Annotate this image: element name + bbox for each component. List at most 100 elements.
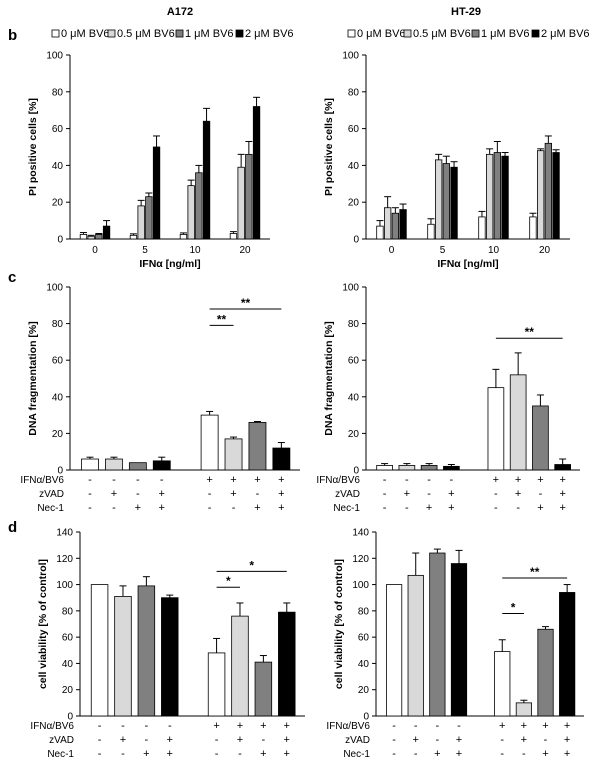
x-tick-label: 20	[239, 245, 251, 256]
treatment-mark: -	[88, 474, 92, 486]
treatment-mark: +	[456, 748, 462, 760]
treatment-mark: -	[427, 488, 431, 500]
y-tick-label: 140	[352, 528, 369, 539]
treatment-mark: +	[515, 488, 521, 500]
legend-swatch	[531, 29, 540, 38]
bar-4	[487, 387, 505, 471]
bar-1	[407, 574, 424, 717]
y-tick-label: 80	[62, 606, 74, 617]
bar-0-0	[79, 233, 88, 240]
bar-0-2	[478, 216, 486, 240]
bar-5	[515, 702, 532, 717]
treatment-mark: -	[392, 748, 396, 760]
treatment-mark: -	[98, 720, 102, 732]
treatment-mark: -	[436, 720, 440, 732]
bar-3-3	[552, 152, 560, 240]
treatment-mark: -	[168, 720, 172, 732]
y-tick-label: 20	[52, 429, 64, 440]
bar-7	[554, 464, 571, 471]
y-tick-label: 20	[62, 685, 74, 696]
bar-1	[114, 596, 132, 717]
significance-label: **	[530, 565, 540, 579]
y-tick-label: 60	[348, 356, 360, 367]
bar-5	[224, 438, 243, 471]
treatment-mark: -	[145, 734, 149, 746]
bar-0-1	[129, 234, 138, 240]
treatment-mark: +	[111, 488, 117, 500]
treatment-row-label: zVAD	[345, 735, 370, 746]
bar-4	[494, 651, 511, 717]
y-tick-label: 120	[56, 554, 73, 565]
treatment-mark: +	[167, 734, 173, 746]
treatment-mark: +	[564, 720, 570, 732]
treatment-mark: +	[521, 720, 527, 732]
treatment-mark: -	[112, 474, 116, 486]
treatment-mark: +	[542, 748, 548, 760]
legend-swatch	[347, 29, 356, 38]
treatment-mark: +	[542, 720, 548, 732]
bar-2	[137, 585, 156, 717]
y-tick-label: 0	[353, 466, 359, 477]
treatment-mark: -	[160, 474, 164, 486]
significance-label: *	[226, 574, 231, 588]
bar-4	[200, 414, 219, 471]
y-tick-label: 40	[52, 161, 64, 172]
x-tick-label: 0	[389, 245, 395, 256]
x-axis-label: IFNα [ng/ml]	[437, 258, 498, 270]
treatment-mark: -	[392, 734, 396, 746]
legend-label: 1 μM BV6	[481, 28, 530, 40]
treatment-row-label: IFNα/BV6	[316, 475, 360, 486]
treatment-mark: +	[434, 748, 440, 760]
treatment-row-label: Nec-1	[37, 503, 64, 514]
treatment-mark: -	[112, 502, 116, 514]
legend-label: 0 μM BV6	[61, 28, 110, 40]
bar-1-2	[187, 185, 195, 240]
legend-label: 1 μM BV6	[185, 28, 234, 40]
bar-3-2	[202, 120, 211, 240]
y-tick-label: 60	[52, 124, 64, 135]
bar-1-0	[383, 207, 392, 240]
x-tick-label: 20	[539, 245, 551, 256]
treatment-row-label: Nec-1	[47, 749, 74, 760]
treatment-mark: +	[159, 488, 165, 500]
treatment-mark: +	[559, 488, 565, 500]
treatment-mark: +	[260, 720, 266, 732]
bar-3-0	[399, 209, 407, 240]
treatment-mark: -	[98, 748, 102, 760]
treatment-mark: -	[500, 734, 504, 746]
treatment-mark: +	[135, 502, 141, 514]
y-tick-label: 60	[348, 124, 360, 135]
bar-2	[420, 465, 438, 471]
treatment-mark: +	[143, 748, 149, 760]
significance-label: *	[511, 600, 516, 614]
y-axis-label: PI positive cells [%]	[323, 98, 335, 196]
treatment-mark: +	[213, 720, 219, 732]
x-tick-label: 5	[440, 245, 446, 256]
y-axis-label: PI positive cells [%]	[27, 98, 39, 196]
y-tick-label: 80	[52, 319, 64, 330]
treatment-mark: -	[262, 734, 266, 746]
treatment-mark: -	[383, 474, 387, 486]
y-tick-label: 0	[363, 712, 369, 723]
bar-5	[231, 615, 249, 717]
y-tick-label: 40	[348, 392, 360, 403]
bar-2-1	[442, 163, 451, 240]
treatment-mark: -	[88, 502, 92, 514]
treatment-mark: +	[237, 734, 243, 746]
treatment-mark: +	[521, 734, 527, 746]
x-tick-label: 10	[488, 245, 500, 256]
bar-7	[559, 592, 576, 717]
y-tick-label: 20	[348, 429, 360, 440]
treatment-mark: -	[494, 502, 498, 514]
treatment-mark: -	[450, 474, 454, 486]
y-tick-label: 140	[56, 528, 73, 539]
treatment-mark: +	[260, 748, 266, 760]
legend-label: 2 μM BV6	[245, 28, 294, 40]
panel-label-d: d	[8, 519, 17, 536]
bar-6	[254, 661, 273, 717]
bar-1-3	[537, 150, 545, 240]
bar-4	[207, 652, 226, 717]
treatment-mark: -	[414, 720, 418, 732]
treatment-mark: -	[522, 748, 526, 760]
significance-label: **	[525, 325, 535, 339]
